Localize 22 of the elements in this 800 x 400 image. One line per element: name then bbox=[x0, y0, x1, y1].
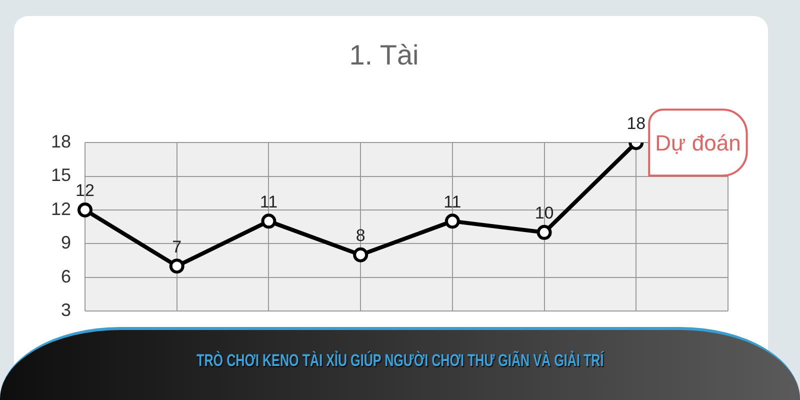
data-label: 11 bbox=[444, 192, 462, 212]
y-tick-label: 9 bbox=[60, 232, 71, 253]
y-tick-label: 6 bbox=[60, 266, 71, 286]
text: TRÒ CHƠI KENO TÀI XỈU GIÚP NGƯỜI CHƠI THƯ GIÃN VÀ GIẢI TRÍ bbox=[196, 351, 604, 371]
data-label: 10 bbox=[534, 204, 554, 223]
y-tick-label: 18 bbox=[50, 132, 71, 152]
point bbox=[169, 258, 184, 274]
y-tick-label: 3 bbox=[60, 300, 71, 320]
y-tick-label: 15 bbox=[50, 165, 71, 186]
chart-title: 1. Tài bbox=[349, 40, 419, 71]
data-label: 18 bbox=[626, 114, 646, 133]
point bbox=[78, 202, 92, 218]
data-label: 12 bbox=[76, 181, 94, 200]
point bbox=[444, 214, 460, 229]
point bbox=[353, 247, 368, 262]
data-label: 8 bbox=[356, 226, 366, 246]
data-label: 11 bbox=[260, 192, 278, 212]
data-label: 7 bbox=[172, 237, 182, 256]
annotation: Dự đoán bbox=[655, 130, 741, 156]
point bbox=[261, 214, 276, 229]
y-tick-label: 12 bbox=[50, 198, 71, 219]
point bbox=[536, 224, 552, 240]
